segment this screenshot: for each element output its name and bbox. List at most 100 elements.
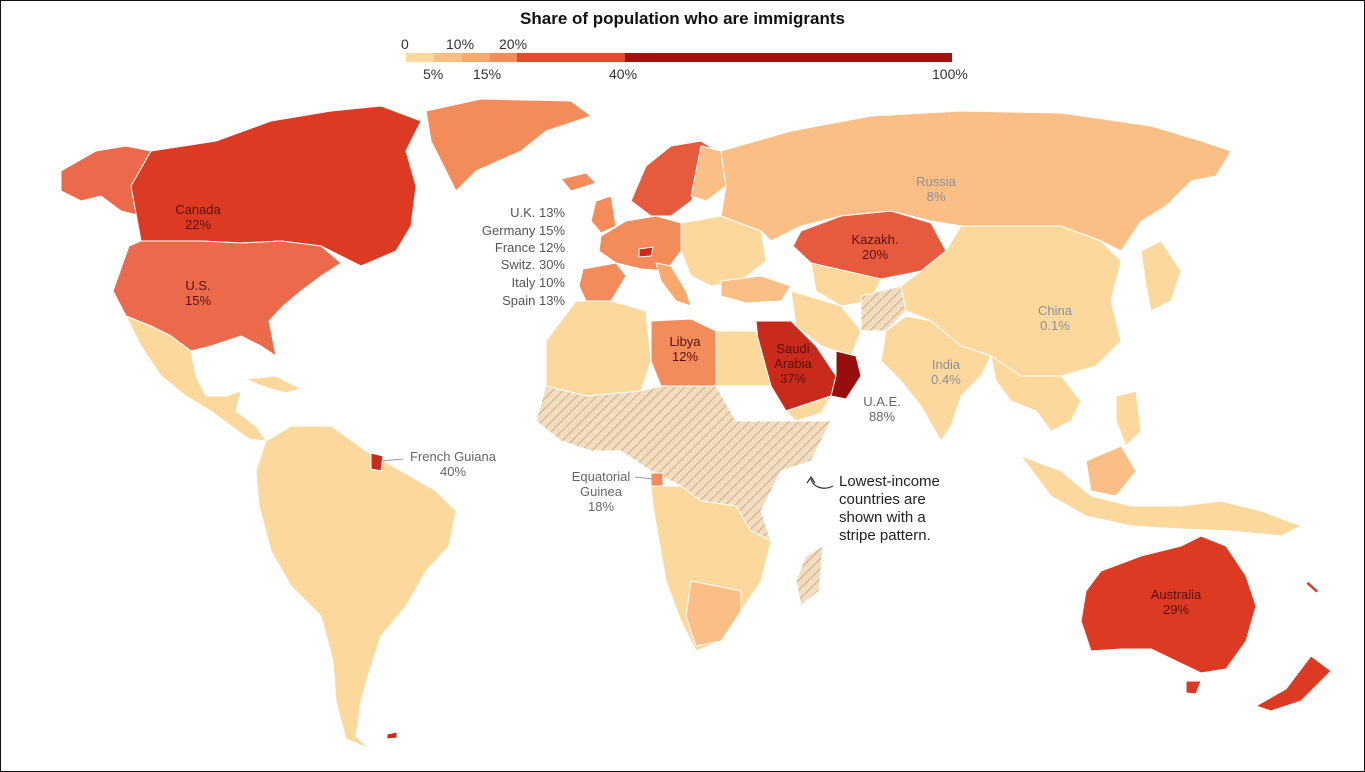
label-canada: Canada 22% [166,202,230,232]
label-canada-value: 22% [184,217,212,232]
india-region [880,315,992,442]
label-india-value: 0.4% [931,372,961,387]
iberia-region [578,262,627,302]
legend: 0 10% 20% 5% 15% 40% 100% [401,36,981,86]
australia-region [1080,535,1257,674]
equatorial-guinea-region [650,472,664,487]
legend-tick-5: 5% [423,66,444,82]
french-guiana-leader [380,458,404,462]
switzerland-region [638,246,654,258]
label-china: China 0.1% [1028,303,1082,333]
afghanistan-region [860,285,907,332]
label-kazakhstan-name: Kazakh. [851,232,899,247]
legend-bin-40-100 [625,53,952,62]
stripe-pattern-note: Lowest-income countries are shown with a… [839,473,940,545]
philippines-region [1115,390,1142,447]
label-uae-value: 88% [868,409,896,424]
caribbean-region [245,375,302,394]
label-french-guiana-value: 40% [439,464,467,479]
equatorial-guinea-leader [634,476,654,480]
uae-region [830,350,862,400]
note-arrow [810,478,834,489]
label-saudi-name-1: Saudi [776,341,810,356]
legend-tick-0: 0 [401,36,409,52]
label-germany: Germany 15% [481,223,565,238]
label-uae: U.A.E. 88% [854,394,910,424]
legend-bin-15-20 [490,53,517,62]
legend-tick-15: 15% [473,66,502,82]
legend-bin-20-40 [517,53,625,62]
label-us: U.S. 15% [171,278,225,308]
label-eq-guinea-value: 18% [587,499,615,514]
new-zealand-region [1255,655,1332,712]
label-russia: Russia 8% [906,174,966,204]
note-line-1: Lowest-income [839,473,940,490]
label-uae-name: U.A.E. [863,394,901,409]
label-eq-guinea-name-2: Guinea [580,484,622,499]
legend-bin-5-10 [434,53,462,62]
western-europe-region [598,215,682,272]
label-libya-value: 12% [671,349,699,364]
legend-bin-10-15 [462,53,490,62]
yemen-region [785,395,832,422]
label-switzerland: Switz. 30% [500,257,565,272]
iceland-region [560,172,597,192]
greenland-region [425,98,592,192]
label-kazakhstan-value: 20% [861,247,889,262]
north-africa-region [545,300,652,397]
label-us-name: U.S. [185,278,211,293]
label-libya: Libya 12% [658,334,712,364]
label-australia-name: Australia [1150,587,1202,602]
label-china-value: 0.1% [1040,318,1070,333]
label-uk: U.K. 13% [510,205,565,220]
south-africa-region [685,580,742,647]
mexico-region [125,315,267,442]
italy-region [655,262,692,307]
label-spain: Spain 13% [502,293,565,308]
french-guiana-region [370,452,384,472]
south-america-region [255,425,457,750]
label-french-guiana-name: French Guiana [410,449,496,464]
label-australia-value: 29% [1162,602,1190,617]
russia-region [720,110,1232,252]
label-french-guiana: French Guiana 40% [403,449,503,479]
label-india-name: India [931,357,961,372]
legend-bin-0-5 [406,53,434,62]
label-saudi-value: 37% [779,371,807,386]
sahel-region [535,385,832,542]
label-equatorial-guinea: Equatorial Guinea 18% [563,469,639,514]
madagascar-region [795,545,824,607]
map-title: Share of population who are immigrants [520,9,845,28]
label-india: India 0.4% [919,357,973,387]
label-us-value: 15% [184,293,212,308]
legend-tick-40: 40% [609,66,638,82]
label-russia-value: 8% [926,189,946,204]
note-arrowhead [806,475,816,484]
label-italy: Italy 10% [511,275,565,290]
finland-region [690,145,727,202]
label-kazakhstan: Kazakh. 20% [843,232,907,262]
label-france: France 12% [494,240,565,255]
china-region [900,225,1122,377]
legend-tick-100: 100% [932,66,968,82]
japan-region [1140,240,1182,312]
borneo-region [1085,445,1137,497]
falklands-region [386,731,398,740]
label-russia-name: Russia [916,174,956,189]
label-australia: Australia 29% [1141,587,1211,617]
note-line-3: shown with a [839,509,926,526]
new-caledonia-region [1305,580,1320,594]
legend-tick-10: 10% [446,36,475,52]
label-china-name: China [1038,303,1072,318]
label-canada-name: Canada [175,202,221,217]
note-line-4: stripe pattern. [839,527,931,544]
turkey-region [720,275,792,304]
southeast-asia-region [990,355,1082,432]
uk-region [590,195,617,234]
note-line-2: countries are [839,491,926,508]
legend-tick-20: 20% [499,36,528,52]
tasmania-region [1185,680,1202,695]
egypt-region [715,330,772,387]
